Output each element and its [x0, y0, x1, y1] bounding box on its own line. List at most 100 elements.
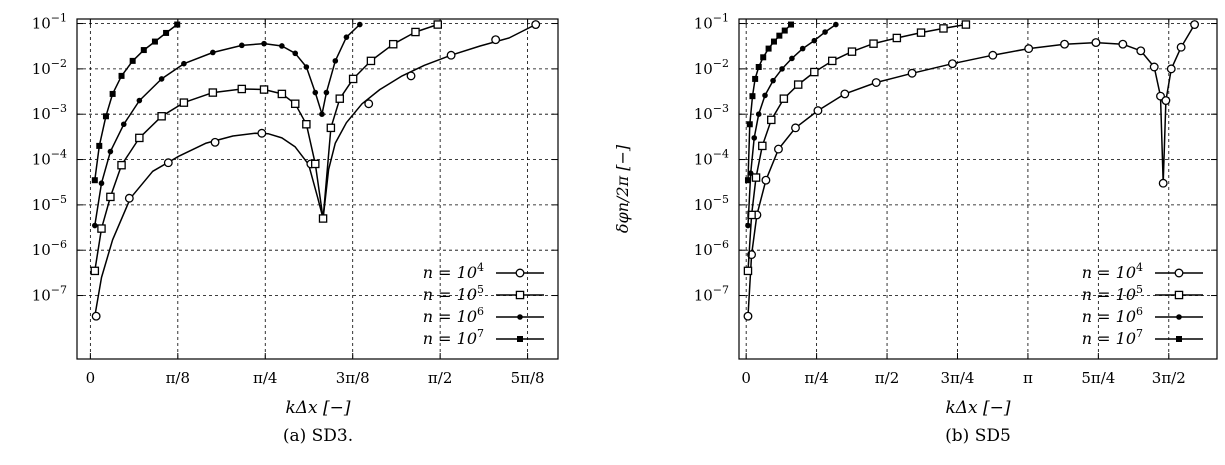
data-point: [751, 135, 758, 141]
data-point: [319, 111, 325, 117]
data-point: [1136, 46, 1146, 56]
y-tick-label: 10−2: [694, 57, 729, 78]
data-point: [892, 33, 902, 43]
y-tick-exponent: −3: [51, 102, 67, 115]
y-tick-base: 10: [32, 287, 51, 305]
legend-exponent: 6: [1136, 305, 1143, 318]
legend-exponent: 5: [1136, 283, 1143, 296]
data-point: [157, 112, 166, 121]
data-point: [109, 90, 116, 97]
legend-label: n = 10: [423, 263, 477, 282]
subfigure-caption: (a) SD3.: [283, 426, 353, 446]
chart-sd5: 0 π/4 π/2 3π/4 π 5π/4 3π/210−110−210−310−410−5…: [613, 12, 1218, 446]
data-point: [318, 214, 328, 223]
y-tick-exponent: −7: [713, 284, 729, 297]
data-point: [770, 38, 777, 45]
series-4: [91, 20, 541, 321]
legend-entry: n = 107: [423, 327, 484, 348]
data-point: [755, 111, 762, 117]
data-point: [163, 29, 170, 36]
data-point: [102, 113, 109, 120]
data-point: [257, 128, 267, 138]
y-axis-label: δφn/2π [−]: [613, 144, 632, 233]
data-point: [988, 50, 998, 60]
grid: [77, 19, 558, 359]
data-point: [277, 89, 287, 99]
data-point: [91, 177, 98, 184]
y-tick-label: 10−7: [32, 284, 67, 305]
data-point: [1190, 20, 1200, 29]
data-point: [1118, 39, 1128, 49]
data-point: [237, 84, 247, 94]
data-point: [869, 39, 878, 48]
x-tick-label: 3π/2: [1152, 369, 1186, 387]
y-tick-label: 10−5: [694, 193, 729, 214]
data-point: [1174, 268, 1184, 278]
data-point: [813, 106, 823, 116]
data-point: [1161, 96, 1171, 106]
data-point: [774, 144, 783, 154]
data-point: [208, 88, 218, 97]
x-tick-label: 3π/8: [336, 369, 370, 387]
data-point: [779, 66, 785, 72]
data-point: [1149, 62, 1159, 72]
y-tick-base: 10: [32, 105, 51, 123]
data-point: [120, 121, 127, 128]
legend-label: n = 10: [1082, 263, 1136, 282]
y-tick-base: 10: [32, 151, 51, 169]
data-point: [343, 34, 350, 40]
data-point: [746, 121, 753, 128]
legend-label: n = 10: [423, 307, 477, 326]
series-layer: [90, 20, 541, 321]
data-point: [515, 290, 525, 300]
y-tick-base: 10: [694, 196, 713, 214]
series-line: [94, 23, 178, 181]
data-point: [1174, 290, 1184, 300]
data-point: [811, 37, 818, 44]
data-point: [762, 92, 768, 99]
series-line: [747, 24, 1196, 317]
y-tick-label: 10−6: [694, 238, 729, 259]
data-point: [433, 20, 442, 29]
data-point: [799, 45, 806, 52]
legend-entry: n = 106: [1082, 305, 1143, 326]
y-tick-exponent: −7: [51, 284, 67, 297]
data-point: [210, 137, 220, 147]
series-7: [744, 21, 795, 184]
data-point: [179, 98, 189, 107]
data-point: [789, 55, 795, 62]
data-point: [323, 89, 330, 96]
x-tick-label: 3π/4: [940, 369, 974, 387]
series-line: [94, 23, 537, 317]
data-point: [124, 193, 134, 203]
data-point: [517, 336, 523, 342]
data-point: [916, 28, 926, 37]
y-tick-base: 10: [694, 105, 713, 123]
legend-label: n = 10: [1082, 329, 1136, 348]
legend-label: n = 10: [1082, 307, 1136, 326]
y-tick-label: 10−5: [32, 193, 67, 214]
data-point: [752, 75, 759, 82]
x-tick-label: 5π/8: [511, 369, 545, 387]
data-point: [163, 158, 173, 168]
y-tick-exponent: −3: [713, 102, 729, 115]
data-point: [357, 21, 363, 28]
data-point: [1060, 39, 1069, 49]
data-point: [810, 67, 819, 77]
series-6: [92, 21, 363, 229]
plot-frame: [76, 18, 559, 360]
data-point: [335, 94, 345, 103]
data-point: [776, 32, 783, 39]
data-point: [1166, 64, 1176, 74]
y-tick-exponent: −6: [51, 238, 67, 251]
data-point: [770, 77, 776, 84]
data-point: [364, 99, 374, 109]
legend-entry: n = 106: [423, 305, 484, 326]
data-point: [747, 170, 754, 176]
data-point: [907, 68, 917, 78]
y-tick-label: 10−2: [32, 57, 67, 78]
data-point: [302, 120, 311, 129]
legend-entry: n = 105: [423, 283, 484, 304]
y-tick-label: 10−3: [32, 102, 67, 123]
